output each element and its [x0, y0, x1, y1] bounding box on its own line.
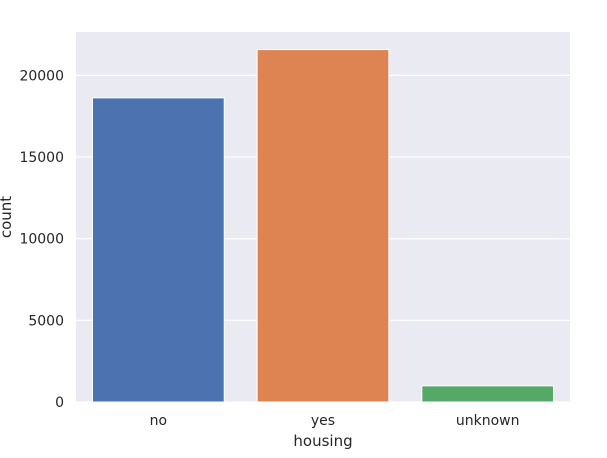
x-tick-label-unknown: unknown	[456, 413, 520, 429]
y-tick-label: 0	[55, 395, 64, 411]
x-tick-label-yes: yes	[311, 413, 335, 429]
x-axis-label: housing	[293, 432, 352, 450]
bars	[91, 49, 555, 403]
x-tick-labels: no yes unknown	[150, 413, 520, 429]
x-tick-label-no: no	[150, 413, 167, 429]
bar-unknown	[421, 385, 555, 403]
y-tick-label: 20000	[19, 68, 64, 84]
y-tick-label: 5000	[28, 313, 64, 329]
bar-no	[91, 97, 225, 403]
y-tick-labels: 0 5000 10000 15000 20000	[19, 68, 64, 411]
y-tick-label: 10000	[19, 232, 64, 248]
y-axis-label: count	[0, 196, 15, 238]
y-tick-label: 15000	[19, 150, 64, 166]
bar-yes	[256, 49, 390, 403]
